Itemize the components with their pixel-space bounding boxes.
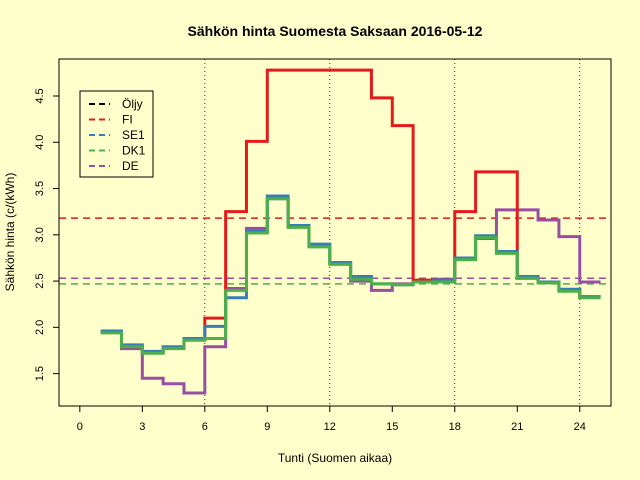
y-tick-label-2: 2.5 <box>34 273 46 288</box>
series-lines <box>100 68 601 395</box>
y-axis-label: Sähkön hinta (c/(kWh) <box>3 173 17 292</box>
y-tick-label-5: 4.0 <box>34 135 46 150</box>
x-axis-label: Tunti (Suomen aikaa) <box>278 451 392 465</box>
legend-label-2: SE1 <box>122 128 145 142</box>
y-axis: 1.5 2.0 2.5 3.0 3.5 4.0 4.5 <box>34 88 60 381</box>
x-tick-label-3: 3 <box>139 421 145 433</box>
x-tick-label-0: 0 <box>77 421 83 433</box>
series-line-dk1 <box>100 197 601 355</box>
y-tick-label-1: 2.0 <box>34 320 46 335</box>
legend-label-4: DE <box>122 159 139 173</box>
x-tick-label-24: 24 <box>574 421 586 433</box>
x-tick-label-12: 12 <box>324 421 336 433</box>
legend-label-0: Öljy <box>122 97 143 111</box>
x-tick-label-21: 21 <box>511 421 523 433</box>
legend-label-3: DK1 <box>122 144 146 158</box>
x-tick-label-18: 18 <box>449 421 461 433</box>
x-tick-label-9: 9 <box>264 421 270 433</box>
y-tick-label-0: 1.5 <box>34 366 46 381</box>
x-axis: 0 3 6 9 12 15 18 21 24 <box>77 405 586 433</box>
y-tick-label-6: 4.5 <box>34 88 46 103</box>
x-tick-label-15: 15 <box>386 421 398 433</box>
chart-title: Sähkön hinta Suomesta Saksaan 2016-05-12 <box>188 23 483 39</box>
legend-label-1: FI <box>122 113 133 127</box>
y-tick-label-4: 3.5 <box>34 181 46 196</box>
x-tick-label-6: 6 <box>202 421 208 433</box>
y-tick-label-3: 3.0 <box>34 227 46 242</box>
